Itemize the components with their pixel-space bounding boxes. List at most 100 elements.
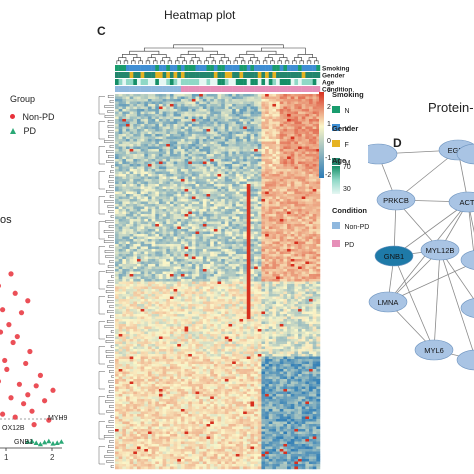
heat-cell [312,154,317,157]
heat-cell [268,186,273,190]
heat-cell [305,149,310,152]
heat-cell [115,186,119,190]
heat-cell [265,269,269,272]
heat-cell [287,286,291,290]
heat-cell [199,201,204,205]
heat-cell [287,129,291,132]
heat-cell [232,221,237,225]
heat-cell [243,239,248,242]
heat-cell [276,236,280,240]
heat-cell [265,271,269,275]
heat-cell [217,136,222,140]
heat-cell [118,189,123,192]
heat-cell [279,176,284,180]
heat-cell [276,101,280,105]
heat-cell [312,294,317,297]
heat-cell [188,204,193,207]
heat-cell [140,116,145,120]
heat-cell [169,244,174,247]
dendrogram-link [191,57,200,61]
heat-cell [246,186,251,190]
heat-cell [290,184,295,187]
heat-cell [305,289,310,292]
heat-cell [173,246,178,250]
heat-cell [133,129,138,132]
heat-cell [195,146,200,150]
heat-cell [309,186,313,190]
heat-cell [232,99,237,102]
heat-cell [151,289,156,292]
heat-cell [115,191,119,195]
heat-cell [268,264,273,267]
heat-cell [235,299,240,302]
heat-cell [265,114,269,117]
heat-cell [133,166,138,170]
smoking-cell [147,65,152,71]
heat-cell [133,284,138,287]
heat-cell [232,131,237,135]
heat-cell [301,139,306,142]
heat-cell [221,209,226,212]
heat-cell [180,239,185,242]
heat-cell [173,124,178,127]
heat-cell [122,161,127,165]
heat-cell [239,259,244,262]
heat-cell [206,121,211,125]
heat-cell [257,176,262,180]
heat-cell [276,246,280,250]
heat-cell [199,256,204,260]
heat-cell [228,104,233,107]
heat-cell [213,271,218,275]
heat-cell [195,166,200,170]
heat-cell [129,109,134,112]
heat-cell [246,106,251,110]
heat-cell [206,151,211,155]
heat-cell [122,214,127,217]
heat-cell [147,264,152,267]
heat-cell [221,214,226,217]
heat-cell [180,131,185,135]
dendrogram-link [116,60,121,64]
heat-cell [180,166,185,170]
heat-cell [169,214,174,217]
heat-cell [279,224,284,227]
heat-cell [133,274,138,277]
heat-cell [228,236,233,240]
heat-cell [224,246,229,250]
heat-cell [166,191,171,195]
heat-cell [122,264,127,267]
heat-cell [144,154,149,157]
heat-cell [122,219,127,222]
heat-cell [173,106,178,110]
heat-cell [206,126,211,130]
heat-cell [294,214,299,217]
heat-cell [246,239,251,242]
heat-cell [279,161,284,165]
heat-cell [254,114,259,117]
heat-cell [195,231,200,235]
heat-cell [202,184,207,187]
heat-cell [235,296,240,300]
heat-cell [202,126,207,130]
heat-cell [155,221,160,225]
heat-cell [235,211,240,215]
heat-cell [305,121,310,125]
heat-cell [250,124,255,127]
heat-cell [191,241,196,245]
heat-cell [243,181,248,185]
heat-cell [246,224,251,227]
heat-cell [309,151,313,155]
heat-cell [221,119,226,122]
heat-cell [217,246,222,250]
heat-cell [298,114,302,117]
heat-cell [279,209,284,212]
heat-cell [261,251,266,255]
heat-cell [298,161,302,165]
heat-cell [257,299,262,302]
heat-cell [118,301,123,305]
dendrogram-link [308,57,317,61]
heat-cell [232,176,237,180]
heat-cell [312,296,317,300]
heat-cell [140,171,145,175]
